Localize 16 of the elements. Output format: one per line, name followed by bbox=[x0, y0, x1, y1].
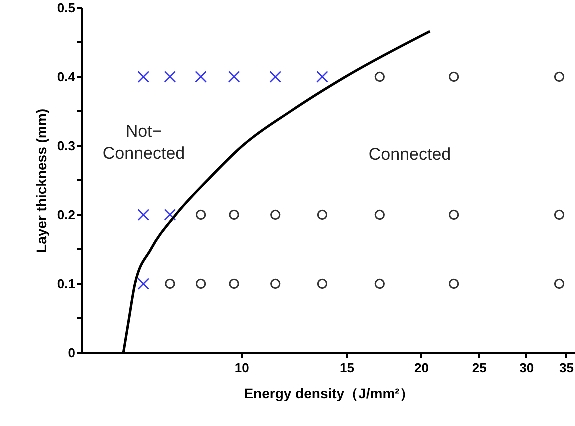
y-tick-label: 0.4 bbox=[57, 70, 76, 84]
x-tick-label: 35 bbox=[560, 360, 574, 376]
x-tick-label: 15 bbox=[340, 360, 354, 376]
y-axis-title: Layer thickness (mm) bbox=[33, 109, 50, 253]
annotation: Not− Connected bbox=[102, 122, 186, 163]
x-axis-title: Energy density（J/mm²） bbox=[244, 386, 414, 402]
x-tick-label: 30 bbox=[520, 360, 534, 376]
y-tick-label: 0.5 bbox=[57, 0, 76, 16]
x-tick-label: 20 bbox=[414, 360, 429, 376]
x-tick-label: 10 bbox=[234, 360, 250, 376]
y-tick-label: 0.2 bbox=[57, 208, 76, 222]
y-tick-label: 0.3 bbox=[57, 138, 76, 154]
y-tick-label: 0 bbox=[68, 346, 76, 360]
x-tick-label: 25 bbox=[472, 360, 487, 376]
y-tick-label: 0.1 bbox=[57, 276, 76, 292]
annotation: Connected bbox=[368, 145, 452, 164]
